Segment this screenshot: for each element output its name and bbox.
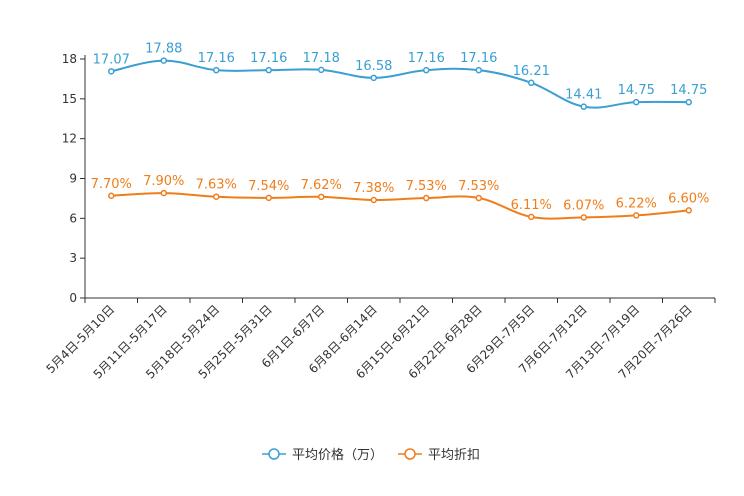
- data-point[interactable]: [265, 66, 272, 74]
- data-point[interactable]: [633, 98, 640, 106]
- data-point[interactable]: [475, 194, 482, 202]
- data-label: 6.22%: [616, 196, 657, 211]
- data-label: 7.70%: [91, 177, 132, 192]
- data-label: 17.16: [250, 51, 287, 66]
- data-point[interactable]: [160, 57, 167, 64]
- y-tick-label: 9: [69, 172, 77, 186]
- legend-label: 平均折扣: [428, 448, 480, 463]
- data-point[interactable]: [580, 103, 587, 110]
- data-point[interactable]: [160, 189, 167, 197]
- data-point[interactable]: [423, 66, 430, 74]
- legend-swatch-marker: [404, 448, 416, 460]
- data-point[interactable]: [685, 207, 692, 214]
- data-label: 17.88: [145, 42, 182, 57]
- data-label: 6.60%: [668, 191, 709, 206]
- data-label: 17.07: [93, 52, 130, 67]
- data-point[interactable]: [685, 98, 692, 106]
- legend-label: 平均价格（万）: [292, 447, 383, 463]
- data-point[interactable]: [528, 79, 535, 87]
- data-label: 17.16: [460, 51, 497, 66]
- series-line-1: [111, 192, 689, 220]
- data-labels: 17.07 17.88 17.16 17.16 17.18 16.58 17.16 17.16…: [91, 42, 710, 214]
- legend-item-0[interactable]: 平均价格（万）: [262, 447, 383, 463]
- series-lines: [108, 57, 692, 221]
- data-point[interactable]: [318, 66, 325, 74]
- y-tick-label: 6: [69, 211, 77, 225]
- series-line-0: [111, 59, 689, 109]
- data-point[interactable]: [318, 193, 325, 201]
- data-point[interactable]: [423, 194, 430, 202]
- data-point[interactable]: [580, 214, 587, 221]
- data-label: 16.21: [513, 64, 550, 79]
- y-tick-label: 18: [62, 52, 77, 66]
- data-label: 7.62%: [301, 178, 342, 193]
- data-point[interactable]: [108, 68, 115, 75]
- data-point[interactable]: [370, 74, 377, 82]
- data-point[interactable]: [528, 213, 535, 221]
- data-label: 7.90%: [143, 174, 184, 189]
- y-tick-label: 12: [62, 132, 77, 146]
- data-label: 14.75: [618, 83, 655, 98]
- data-label: 16.58: [355, 59, 392, 74]
- data-point[interactable]: [475, 66, 482, 74]
- data-point[interactable]: [265, 194, 272, 202]
- data-label: 6.11%: [511, 198, 552, 213]
- legend-item-1[interactable]: 平均折扣: [398, 448, 480, 463]
- data-label: 14.41: [565, 88, 602, 103]
- data-label: 17.16: [408, 51, 445, 66]
- data-point[interactable]: [370, 196, 377, 204]
- data-label: 7.53%: [458, 179, 499, 194]
- legend-swatch-marker: [268, 448, 280, 460]
- y-tick-label: 3: [69, 251, 77, 265]
- data-label: 14.75: [670, 83, 707, 98]
- data-label: 7.63%: [196, 178, 237, 193]
- y-tick-label: 15: [62, 92, 77, 106]
- data-point[interactable]: [633, 212, 640, 219]
- data-label: 7.53%: [406, 179, 447, 194]
- data-point[interactable]: [213, 193, 220, 200]
- data-label: 7.54%: [248, 179, 289, 194]
- y-tick-label: 0: [69, 291, 77, 305]
- data-point[interactable]: [213, 66, 220, 74]
- data-label: 17.16: [198, 51, 235, 66]
- legend[interactable]: 平均价格（万） 平均折扣: [262, 447, 480, 463]
- data-label: 6.07%: [563, 198, 604, 213]
- data-label: 7.38%: [353, 181, 394, 196]
- data-label: 17.18: [303, 51, 340, 66]
- data-point[interactable]: [108, 192, 115, 200]
